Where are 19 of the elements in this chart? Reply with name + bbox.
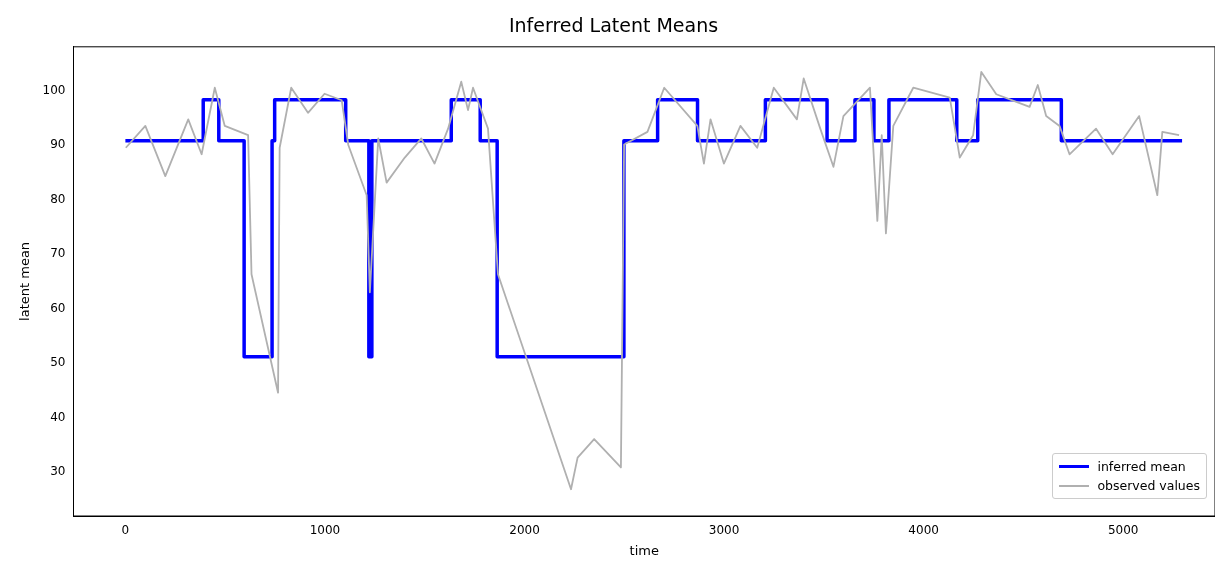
y-tick-label: 60	[50, 300, 66, 315]
x-tick-label: 0	[121, 523, 130, 538]
y-tick-label: 70	[50, 246, 66, 261]
y-tick-label: 50	[50, 355, 66, 370]
legend-label: observed values	[1097, 477, 1200, 495]
x-tick-label: 2000	[509, 523, 540, 538]
y-tick-label: 100	[42, 82, 66, 97]
legend-label: inferred mean	[1097, 458, 1186, 476]
y-tick-label: 90	[50, 137, 66, 152]
x-tick-label: 4000	[908, 523, 939, 538]
x-tick-label: 1000	[309, 523, 341, 538]
y-tick-label: 30	[50, 464, 66, 479]
x-tick-label: 5000	[1107, 523, 1139, 538]
y-tick-label: 80	[50, 191, 66, 206]
x-axis-title: time	[629, 542, 659, 558]
chart-title: Inferred Latent Means	[508, 14, 719, 37]
y-axis-title: latent mean	[17, 241, 33, 321]
y-tick-label: 40	[50, 409, 66, 424]
x-tick-label: 3000	[708, 523, 740, 538]
